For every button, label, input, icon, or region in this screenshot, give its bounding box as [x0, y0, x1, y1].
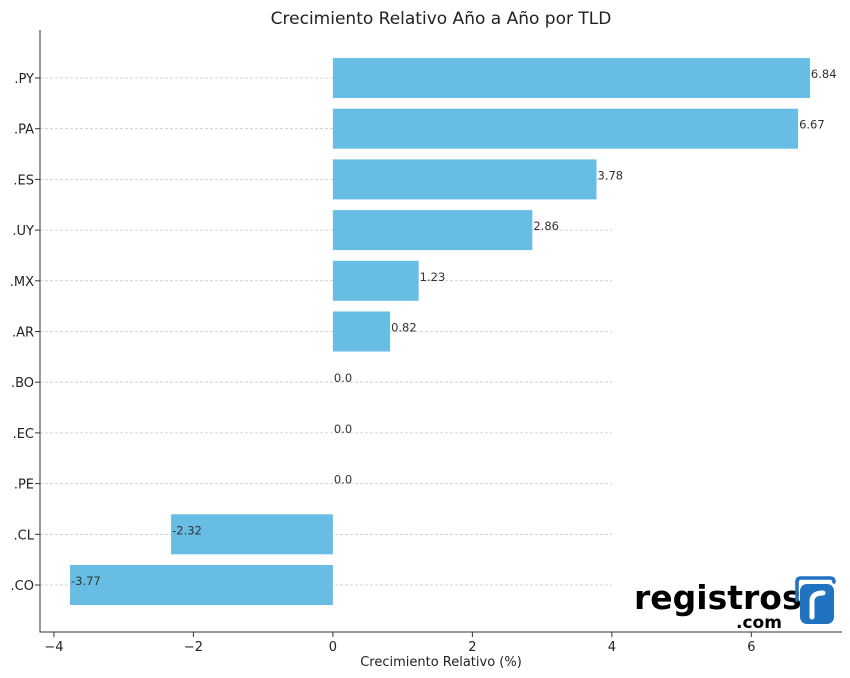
- x-tick-label: 6: [747, 640, 755, 655]
- y-tick-label: .UY: [12, 224, 34, 239]
- bar-ar: [332, 311, 391, 352]
- value-label: 2.86: [533, 219, 559, 233]
- logo-suffix: .com: [736, 613, 782, 633]
- x-tick-label: 4: [608, 640, 616, 655]
- value-label: 1.23: [420, 270, 446, 284]
- y-tick-label: .EC: [13, 427, 34, 442]
- bar-co: [69, 565, 333, 605]
- bar-es: [332, 159, 597, 200]
- y-tick-label: .PE: [14, 478, 34, 493]
- value-label: 6.84: [811, 67, 837, 81]
- x-tick-label: −2: [184, 640, 203, 655]
- value-label: 0.0: [334, 371, 352, 385]
- value-label: 0.0: [334, 473, 352, 487]
- axis-spines: [39, 30, 842, 633]
- y-tick-label: .PY: [14, 72, 34, 87]
- bar-cl: [171, 514, 333, 555]
- bar-py: [332, 58, 810, 98]
- value-label: 3.78: [598, 168, 624, 182]
- bar-pa: [332, 108, 799, 149]
- value-labels: 6.84 6.67 3.78 2.86 1.23 0.82 0.0 0.0 0.0 -2.32 -3…: [71, 67, 837, 588]
- y-tick-label: .BO: [11, 376, 34, 391]
- value-label: -3.77: [71, 574, 101, 588]
- bars: [69, 58, 810, 605]
- x-tick-label: 0: [329, 640, 337, 655]
- y-tick-label: .PA: [14, 123, 34, 138]
- grid-lines: [40, 77, 612, 586]
- logo-wordmark: registros: [634, 578, 802, 617]
- y-axis-ticks: .PY .PA .ES .UY .MX .AR .BO .EC .PE .CL .CO: [10, 72, 40, 594]
- x-tick-label: −4: [44, 640, 63, 655]
- x-axis-label: Crecimiento Relativo (%): [360, 655, 522, 670]
- y-tick-label: .CL: [14, 528, 35, 543]
- chart-title: Crecimiento Relativo Año a Año por TLD: [271, 9, 612, 29]
- value-label: -2.32: [172, 523, 202, 537]
- value-label: 6.67: [799, 118, 825, 132]
- value-label: 0.82: [391, 321, 417, 335]
- x-tick-label: 2: [468, 640, 476, 655]
- bar-mx: [332, 260, 419, 301]
- logo-mark-icon: [795, 576, 836, 624]
- y-tick-label: .ES: [13, 173, 34, 188]
- x-axis-ticks: −4 −2 0 2 4 6: [44, 632, 755, 655]
- y-tick-label: .CO: [11, 579, 34, 594]
- y-tick-label: .MX: [10, 275, 34, 290]
- registros-logo: registros .com: [634, 576, 836, 633]
- value-label: 0.0: [334, 422, 352, 436]
- bar-uy: [332, 210, 533, 251]
- y-tick-label: .AR: [12, 326, 34, 341]
